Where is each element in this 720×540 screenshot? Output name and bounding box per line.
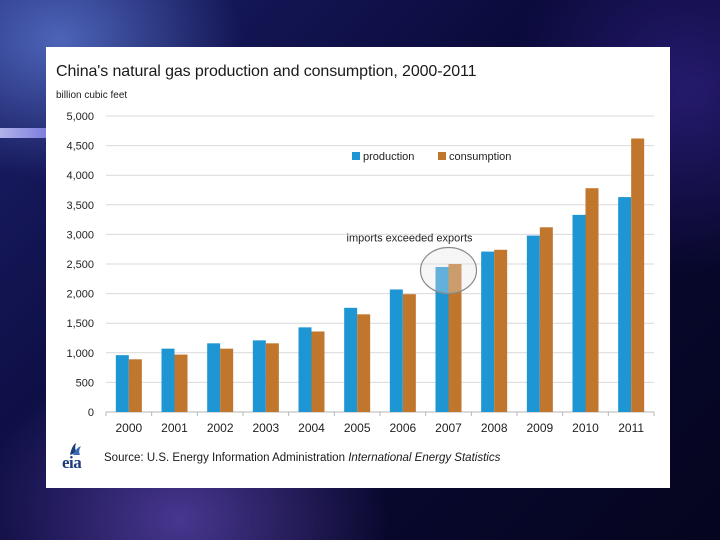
y-tick-label: 2,500 [66,259,94,271]
bar-production-2006 [389,289,403,412]
bar-production-2007 [435,266,449,412]
bar-production-2001 [161,348,175,412]
x-tick-label: 2008 [481,421,508,435]
x-tick-label: 2004 [298,421,325,435]
legend-swatch-production [352,152,360,160]
bar-consumption-2007 [448,264,462,412]
x-tick-label: 2007 [435,421,462,435]
source-prefix: Source: U.S. Energy Information Administ… [104,452,345,464]
bar-production-2008 [481,251,495,412]
chart-title: China's natural gas production and consu… [56,63,477,80]
x-tick-label: 2003 [252,421,279,435]
legend-swatch-consumption [438,152,446,160]
x-tick-label: 2009 [526,421,553,435]
y-tick-label: 1,500 [66,318,94,330]
bar-consumption-2000 [128,359,142,412]
legend-label-production: production [363,151,414,163]
y-tick-label: 4,000 [66,170,94,182]
eia-logo-text: eia [62,453,82,472]
bar-production-2011 [618,197,632,412]
y-tick-label: 3,500 [66,200,94,212]
x-tick-label: 2011 [618,421,644,435]
annotation-text: imports exceeded exports [347,232,473,244]
slide-accent-bar [0,128,46,138]
x-tick-label: 2001 [161,421,188,435]
bar-production-2005 [344,307,358,412]
bar-consumption-2006 [402,294,416,412]
y-axis-unit-label: billion cubic feet [56,90,128,101]
y-tick-label: 500 [76,377,94,389]
bar-consumption-2001 [174,354,188,412]
y-tick-label: 4,500 [66,141,94,153]
x-tick-label: 2010 [572,421,599,435]
bar-production-2010 [572,214,586,412]
y-tick-label: 3,000 [66,229,94,241]
y-tick-label: 5,000 [66,111,94,123]
source-note: Source: U.S. Energy Information Administ… [104,452,500,464]
x-tick-label: 2006 [389,421,416,435]
eia-logo-flame-icon [70,443,81,455]
bar-consumption-2005 [357,314,371,412]
x-tick-label: 2005 [344,421,371,435]
eia-logo: eia [62,441,102,473]
annotation-circle [419,246,478,295]
y-tick-label: 2,000 [66,289,94,301]
bar-production-2000 [115,355,129,412]
chart-panel: China's natural gas production and consu… [46,47,670,488]
bar-production-2002 [207,343,221,412]
y-tick-label: 0 [88,407,94,419]
bar-consumption-2011 [631,138,645,412]
bar-consumption-2004 [311,331,325,412]
bar-consumption-2008 [494,249,508,412]
bar-consumption-2009 [539,227,553,412]
bar-production-2004 [298,327,312,412]
source-publication: International Energy Statistics [348,452,501,464]
bar-consumption-2002 [220,348,234,412]
x-tick-label: 2000 [115,421,142,435]
bar-production-2009 [526,235,540,412]
bar-consumption-2003 [265,343,279,412]
y-tick-label: 1,000 [66,348,94,360]
legend-label-consumption: consumption [449,151,511,163]
bar-production-2003 [252,340,266,412]
bar-consumption-2010 [585,188,599,412]
bar-chart: 0 500 1,000 1,500 2,000 2,500 3,000 3,500 4,000 4… [66,111,655,435]
x-tick-label: 2002 [207,421,234,435]
